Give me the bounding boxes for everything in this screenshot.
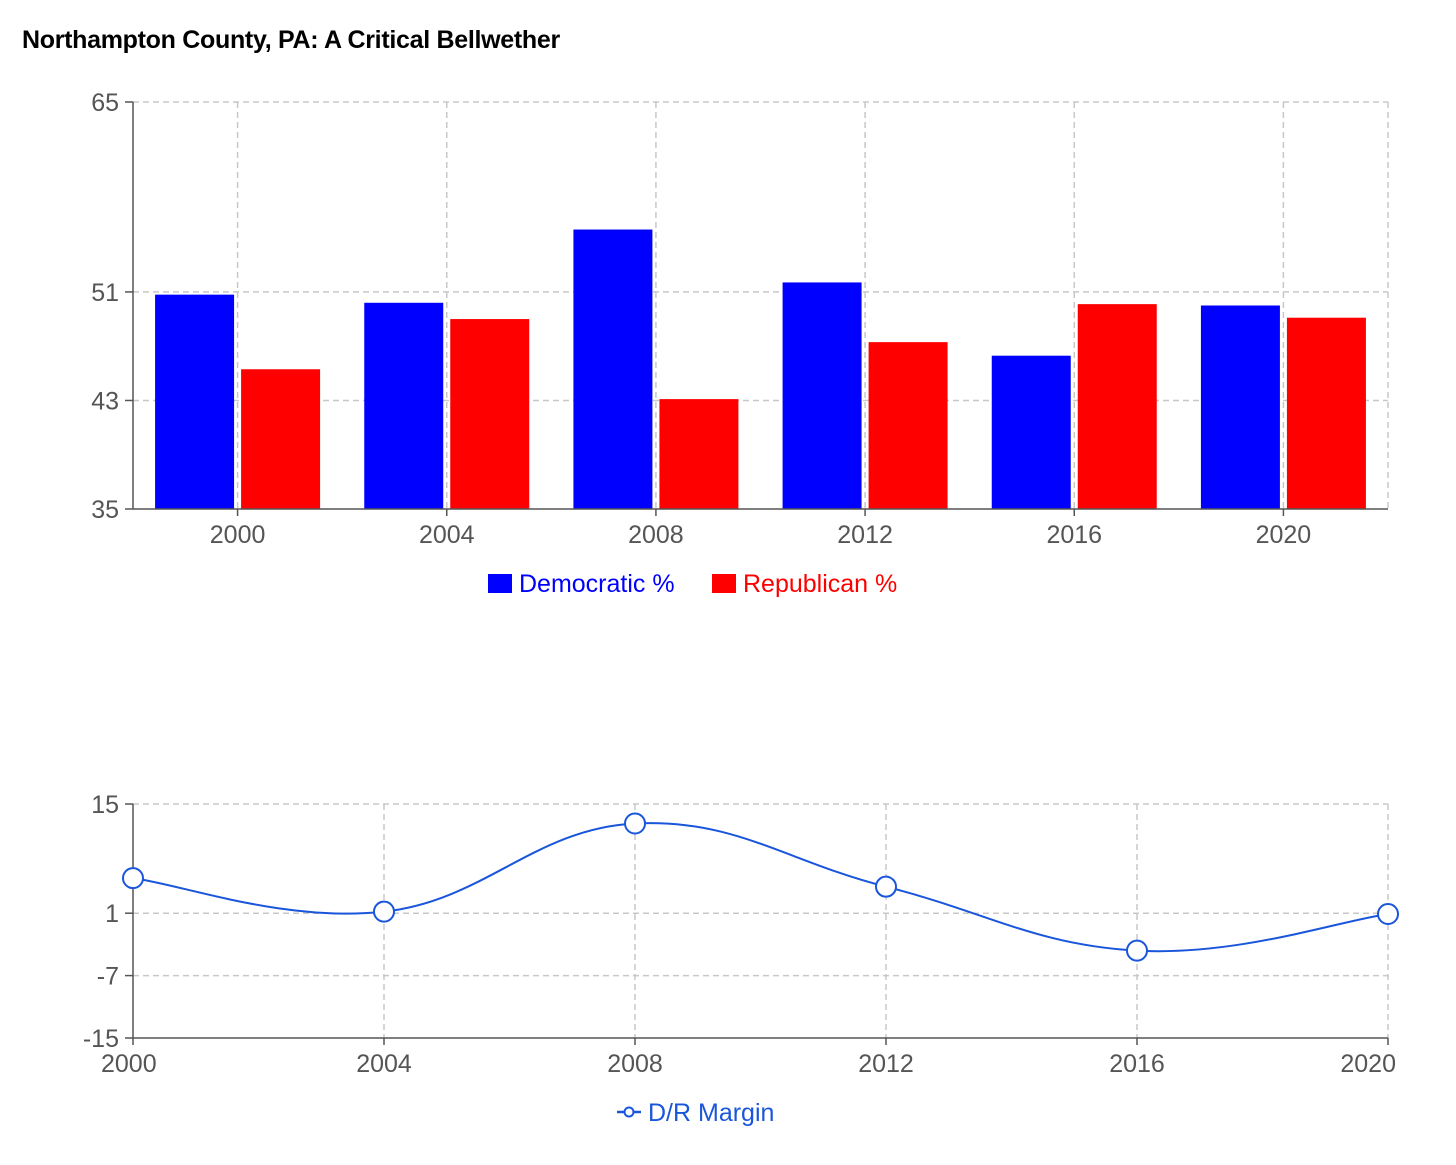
- bar-republican-2012: [868, 342, 948, 509]
- y-tick-label: 15: [91, 791, 119, 819]
- x-tick-label: 2012: [858, 1050, 914, 1078]
- y-tick-label: 43: [91, 387, 119, 415]
- margin-line: [132, 822, 1389, 953]
- y-tick-label: 65: [91, 89, 119, 117]
- legend-label-democratic: Democratic %: [519, 570, 675, 598]
- x-tick-label: 2016: [1046, 521, 1102, 549]
- bar-democratic-2016: [991, 355, 1071, 509]
- x-tick-label: 2000: [210, 521, 266, 549]
- bar-chart: 35 43 51 65 2000 2004 2008 2012 2016 2020 Democrat…: [91, 89, 1389, 598]
- legend-label-republican: Republican %: [743, 570, 897, 598]
- bar-republican-2008: [659, 399, 739, 509]
- bar-democratic-2000: [155, 294, 235, 509]
- bar-democratic-2004: [364, 302, 444, 509]
- legend-label-margin: D/R Margin: [648, 1099, 774, 1127]
- margin-point-2016: [1126, 939, 1148, 962]
- bar-republican-2016: [1077, 304, 1157, 509]
- bar-republican-2000: [241, 369, 321, 509]
- margin-point-2012: [875, 875, 897, 898]
- bar-republican-2020: [1286, 317, 1366, 509]
- bar-democratic-2008: [573, 229, 653, 509]
- chart-title: Northampton County, PA: A Critical Bellw…: [22, 26, 560, 54]
- y-tick-label: -15: [83, 1025, 119, 1053]
- y-tick-label: 35: [91, 496, 119, 524]
- x-tick-label: 2000: [101, 1050, 157, 1078]
- bar-republican-2004: [450, 319, 530, 509]
- margin-point-2004: [373, 900, 395, 923]
- legend-swatch-margin-dot: [623, 1106, 635, 1118]
- x-tick-label: 2004: [356, 1050, 412, 1078]
- y-tick-label: 1: [105, 900, 119, 928]
- x-tick-label: 2008: [628, 521, 684, 549]
- x-tick-label: 2020: [1256, 521, 1312, 549]
- margin-point-2000: [122, 867, 144, 890]
- x-tick-label: 2004: [419, 521, 475, 549]
- legend-swatch-democratic: [488, 574, 512, 593]
- bar-democratic-2020: [1200, 305, 1280, 509]
- margin-line-chart: -15 -7 1 15 2000 2004 2008 2012 2016 2020 D/R Marg…: [83, 791, 1399, 1127]
- x-tick-label: 2008: [607, 1050, 663, 1078]
- x-tick-label: 2016: [1109, 1050, 1165, 1078]
- margin-point-2008: [624, 812, 646, 835]
- x-tick-label: 2012: [837, 521, 893, 549]
- x-tick-label: 2020: [1340, 1050, 1396, 1078]
- y-tick-label: -7: [97, 963, 119, 991]
- legend-swatch-republican: [712, 574, 736, 593]
- bar-democratic-2012: [782, 282, 862, 509]
- y-tick-label: 51: [91, 279, 119, 307]
- margin-point-2020: [1377, 902, 1399, 925]
